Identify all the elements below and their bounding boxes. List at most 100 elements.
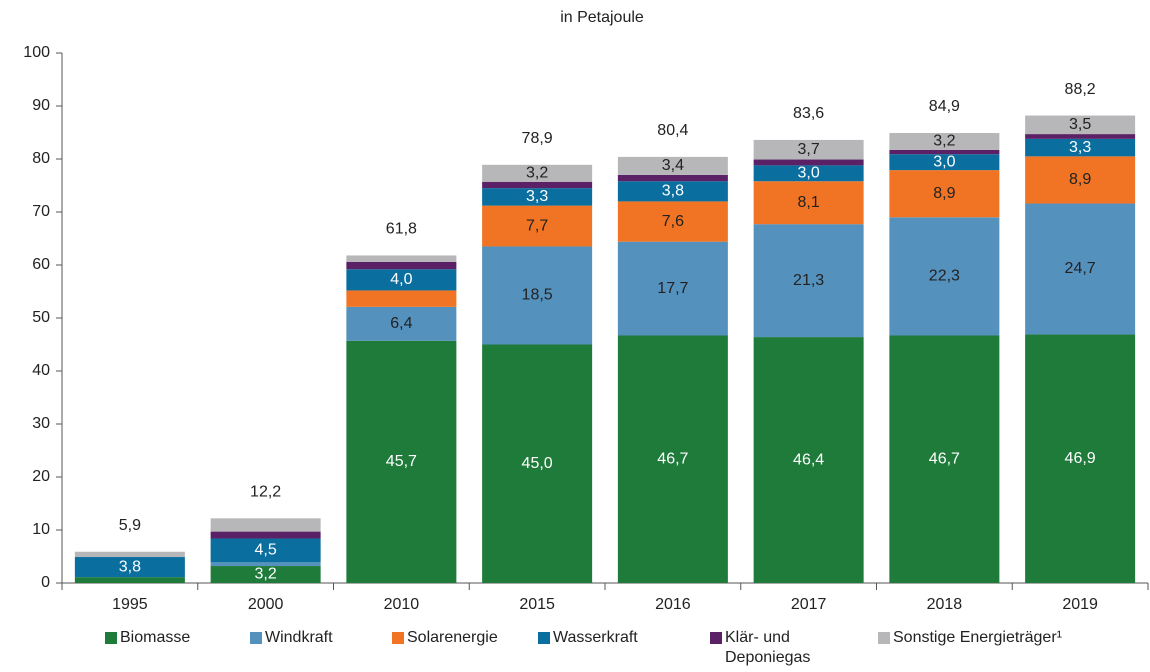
bar-segment <box>210 566 321 583</box>
bar-segment <box>74 557 185 578</box>
bar-segment <box>1025 203 1136 335</box>
x-tick-label: 2015 <box>519 596 555 613</box>
value-label: 24,7 <box>1065 260 1096 277</box>
value-label: 3,8 <box>119 558 141 575</box>
value-label: 8,9 <box>1069 171 1091 188</box>
bar-segment <box>1025 134 1136 139</box>
value-label: 22,3 <box>929 268 960 285</box>
legend-swatch <box>878 632 890 644</box>
x-tick-label: 2017 <box>791 596 827 613</box>
value-label: 3,8 <box>662 183 684 200</box>
total-label: 5,9 <box>119 517 141 534</box>
value-label: 21,3 <box>793 272 824 289</box>
y-tick-label: 10 <box>32 521 50 538</box>
total-label: 12,2 <box>250 484 281 501</box>
bar-segment <box>346 261 457 270</box>
value-label: 17,7 <box>657 280 688 297</box>
x-tick-label: 2019 <box>1062 596 1098 613</box>
y-tick-label: 100 <box>23 44 50 61</box>
bar-segment <box>753 139 864 160</box>
bar-segment <box>482 188 593 206</box>
bar-segment <box>753 181 864 225</box>
value-label: 8,9 <box>933 185 955 202</box>
legend-item: Wasserkraft <box>538 628 638 648</box>
value-label: 46,9 <box>1065 450 1096 467</box>
bar-segment <box>617 201 728 242</box>
value-label: 8,1 <box>798 194 820 211</box>
bar-segment <box>1025 115 1136 135</box>
total-label: 84,9 <box>929 98 960 115</box>
value-label: 4,0 <box>390 271 412 288</box>
x-tick-label: 2018 <box>927 596 963 613</box>
x-tick-label: 2010 <box>384 596 420 613</box>
total-label: 61,8 <box>386 221 417 238</box>
legend-swatch <box>392 632 404 644</box>
bar-segment <box>753 165 864 182</box>
bar-segment <box>482 246 593 345</box>
bar-segment <box>617 241 728 336</box>
bar-segment <box>346 290 457 307</box>
bar-segment <box>74 577 185 583</box>
bar-segment <box>210 518 321 532</box>
y-tick-label: 70 <box>32 203 50 220</box>
bar-segment <box>210 531 321 539</box>
value-label: 46,4 <box>793 451 824 468</box>
bar-segment <box>482 344 593 583</box>
y-tick-label: 40 <box>32 362 50 379</box>
bar-segment <box>889 133 1000 150</box>
total-label: 88,2 <box>1065 81 1096 98</box>
value-label: 7,7 <box>526 217 548 234</box>
value-label: 46,7 <box>657 450 688 467</box>
value-label: 46,7 <box>929 450 960 467</box>
legend-label: Klär- und Deponiegas <box>725 629 811 666</box>
y-tick-label: 60 <box>32 256 50 273</box>
y-tick-label: 20 <box>32 468 50 485</box>
value-label: 3,2 <box>933 133 955 150</box>
legend-swatch <box>538 632 550 644</box>
value-label: 3,2 <box>526 165 548 182</box>
bar-segment <box>889 170 1000 218</box>
value-label: 3,2 <box>255 566 277 583</box>
x-tick-label: 2000 <box>248 596 284 613</box>
value-label: 3,0 <box>798 165 820 182</box>
value-label: 4,5 <box>255 542 277 559</box>
x-tick-label: 1995 <box>112 596 148 613</box>
bar-segment <box>889 335 1000 583</box>
legend-item: Windkraft <box>250 628 333 648</box>
bar-segment <box>1025 334 1136 583</box>
value-label: 3,3 <box>526 188 548 205</box>
value-label: 6,4 <box>390 315 412 332</box>
total-label: 80,4 <box>657 122 688 139</box>
chart-subtitle: in Petajoule <box>560 9 644 26</box>
value-label: 3,7 <box>798 141 820 158</box>
legend-item: Solarenergie <box>392 628 498 648</box>
bar-segment <box>1025 156 1136 204</box>
legend-item: Klär- und Deponiegas <box>710 628 835 668</box>
bar-segment <box>617 181 728 202</box>
legend-swatch <box>250 632 262 644</box>
value-label: 3,0 <box>933 153 955 170</box>
bar-segment <box>482 205 593 247</box>
total-label: 83,6 <box>793 105 824 122</box>
value-label: 45,0 <box>522 455 553 472</box>
value-label: 3,3 <box>1069 139 1091 156</box>
y-tick-label: 90 <box>32 97 50 114</box>
legend-label: Sonstige Energieträger¹ <box>893 629 1062 646</box>
bar-segment <box>617 335 728 583</box>
bar-segment <box>617 174 728 182</box>
legend-label: Solarenergie <box>407 629 498 646</box>
bar-segment <box>889 217 1000 336</box>
bar-segment <box>1025 138 1136 157</box>
legend-swatch <box>710 632 722 644</box>
bar-segment <box>482 164 593 182</box>
value-label: 3,5 <box>1069 116 1091 133</box>
value-label: 3,4 <box>662 157 684 174</box>
bar-segment <box>753 224 864 338</box>
bar-segment <box>889 149 1000 155</box>
value-label: 18,5 <box>522 287 553 304</box>
y-tick-label: 0 <box>41 574 50 591</box>
legend-label: Wasserkraft <box>553 629 638 646</box>
legend-label: Biomasse <box>120 629 191 646</box>
